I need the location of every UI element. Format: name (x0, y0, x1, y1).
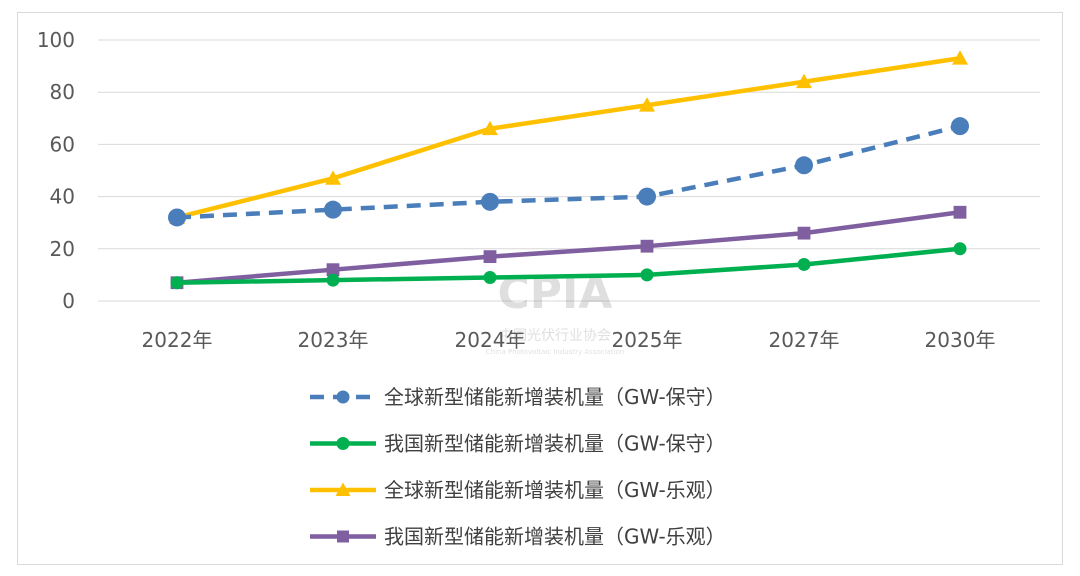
legend-marker (335, 482, 351, 496)
y-tick-label: 20 (50, 237, 75, 261)
y-tick-label: 100 (37, 28, 75, 52)
legend-marker (336, 437, 350, 450)
legend-item: 全球新型储能新增装机量（GW-乐观） (310, 478, 726, 502)
data-point (483, 250, 497, 264)
data-point (953, 205, 967, 219)
data-point (324, 200, 342, 219)
chart-frame (17, 12, 1063, 565)
data-point (170, 276, 184, 290)
x-tick-label: 2023年 (298, 328, 369, 352)
legend-marker (337, 530, 349, 543)
series-line (176, 210, 961, 285)
data-point (952, 50, 968, 65)
data-point (640, 239, 654, 253)
legend-label: 我国新型储能新增装机量（GW-保守） (384, 432, 726, 456)
y-tick-label: 60 (50, 132, 75, 156)
legend-item: 我国新型储能新增装机量（GW-乐观） (310, 525, 726, 549)
x-tick-label: 2027年 (769, 328, 840, 352)
data-point (951, 117, 969, 136)
data-point (168, 208, 186, 227)
data-point (326, 273, 340, 287)
data-point (481, 192, 499, 211)
legend-label: 我国新型储能新增装机量（GW-乐观） (384, 525, 726, 549)
data-point (953, 242, 967, 256)
data-point (640, 268, 654, 282)
data-point (796, 73, 812, 89)
x-tick-label: 2022年 (142, 328, 213, 352)
legend-marker (336, 390, 350, 404)
series-line (176, 246, 961, 285)
data-point (326, 263, 340, 277)
legend-item: 我国新型储能新增装机量（GW-保守） (310, 432, 726, 456)
y-tick-label: 80 (50, 80, 75, 104)
legend-item: 全球新型储能新增装机量（GW-保守） (310, 385, 726, 409)
series-line (176, 123, 961, 220)
y-tick-label: 0 (62, 289, 75, 313)
x-tick-label: 2025年 (612, 328, 683, 352)
data-point (797, 226, 811, 240)
series-1 (170, 242, 967, 290)
data-point (797, 257, 811, 271)
data-point (325, 170, 341, 185)
x-tick-label: 2024年 (455, 328, 526, 352)
legend-label: 全球新型储能新增装机量（GW-保守） (384, 385, 726, 409)
data-point (482, 120, 498, 136)
x-tick-label: 2030年 (925, 328, 996, 352)
legend-label: 全球新型储能新增装机量（GW-乐观） (384, 478, 726, 502)
data-point (483, 271, 497, 285)
data-point (639, 97, 655, 112)
series-0 (168, 117, 969, 227)
y-tick-label: 40 (50, 185, 75, 209)
data-point (795, 156, 813, 175)
data-point (638, 187, 656, 206)
svg-text:中国光伏行业协会: 中国光伏行业协会 (499, 328, 611, 344)
series-line (176, 56, 961, 220)
svg-text:China Photovoltaic Industry As: China Photovoltaic Industry Association (486, 348, 625, 356)
